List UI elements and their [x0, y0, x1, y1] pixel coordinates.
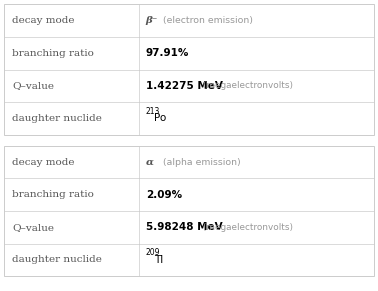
Text: Q–value: Q–value	[12, 81, 54, 90]
Text: 5.98248 MeV: 5.98248 MeV	[146, 222, 222, 232]
Text: (alpha emission): (alpha emission)	[160, 158, 241, 166]
Text: branching ratio: branching ratio	[12, 49, 94, 58]
Text: 213: 213	[146, 107, 160, 116]
Text: 97.91%: 97.91%	[146, 48, 189, 58]
Text: Tl: Tl	[154, 255, 163, 265]
Text: 1.42275 MeV: 1.42275 MeV	[146, 81, 223, 91]
Text: Q–value: Q–value	[12, 223, 54, 232]
Text: 209: 209	[146, 248, 160, 257]
Text: decay mode: decay mode	[12, 158, 74, 166]
Text: branching ratio: branching ratio	[12, 190, 94, 199]
Text: (electron emission): (electron emission)	[160, 16, 253, 25]
Text: daughter nuclide: daughter nuclide	[12, 255, 102, 264]
Text: (megaelectronvolts): (megaelectronvolts)	[200, 223, 293, 232]
Text: decay mode: decay mode	[12, 16, 74, 25]
Bar	[4, 4, 374, 135]
Text: daughter nuclide: daughter nuclide	[12, 114, 102, 123]
Text: α: α	[146, 158, 154, 166]
Text: Po: Po	[154, 113, 166, 123]
Text: 2.09%: 2.09%	[146, 190, 182, 200]
Text: β⁻: β⁻	[146, 16, 158, 25]
Bar	[4, 146, 374, 276]
Text: (megaelectronvolts): (megaelectronvolts)	[200, 81, 293, 90]
